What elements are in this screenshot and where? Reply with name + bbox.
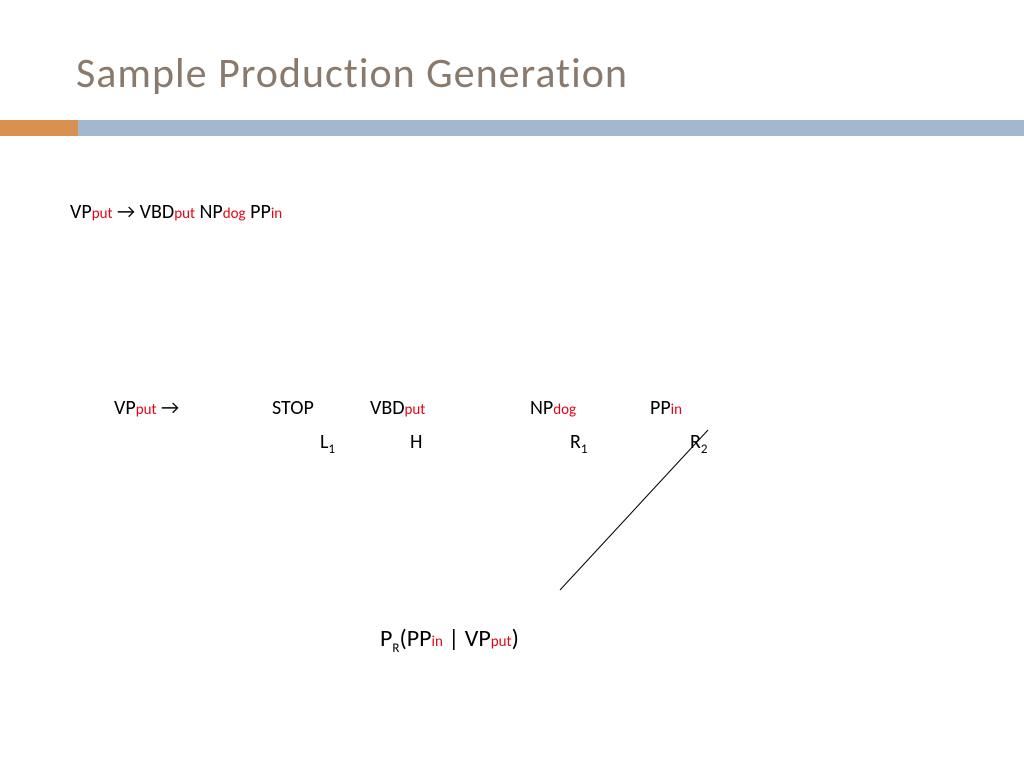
lab-sub: 1 xyxy=(328,442,335,457)
tag-vp: VP xyxy=(114,396,136,420)
accent-bar-blue xyxy=(78,120,1024,136)
accent-bar-orange xyxy=(0,120,78,136)
col-stop: STOP xyxy=(272,396,314,420)
ann: in xyxy=(671,401,682,419)
col-np: NPdog xyxy=(530,396,576,420)
ann-in: in xyxy=(271,205,282,223)
lab: R xyxy=(690,430,701,454)
ann-put: put xyxy=(92,205,113,223)
lab: R xyxy=(570,430,581,454)
col-pp: PPin xyxy=(650,396,682,420)
label-r2: R2 xyxy=(690,430,707,457)
tag-vp: VP xyxy=(70,200,92,224)
col-vbd: VBDput xyxy=(370,396,425,420)
p: P xyxy=(380,624,392,653)
tag-np: NP xyxy=(200,200,223,224)
tag-pp: PP xyxy=(407,624,432,653)
ann-put: put xyxy=(491,633,512,651)
label-r1: R1 xyxy=(570,430,587,457)
ann-in: in xyxy=(432,633,443,651)
lhs: VPput → xyxy=(114,396,179,420)
accent-bar xyxy=(0,120,1024,136)
tag: STOP xyxy=(272,396,314,420)
label-h: H xyxy=(410,430,422,457)
tag: NP xyxy=(530,396,553,420)
tag-pp: PP xyxy=(250,200,271,224)
arrow-icon: → xyxy=(117,200,135,224)
open-paren: ( xyxy=(399,624,406,653)
probability-formula: PR(PPin | VPput) xyxy=(380,624,519,656)
lab-sub: 2 xyxy=(701,442,708,457)
close-paren: ) xyxy=(512,624,519,653)
ann: dog xyxy=(553,401,576,419)
tag-vp: VP xyxy=(465,624,491,653)
ann-put: put xyxy=(174,205,195,223)
tag: PP xyxy=(650,396,671,420)
lab-sub: 1 xyxy=(581,442,588,457)
label-l1: L1 xyxy=(320,430,335,457)
production-rule-1: VPput → VBDput NPdog PPin xyxy=(70,200,282,224)
tag: VBD xyxy=(370,396,405,420)
ann-dog: dog xyxy=(223,205,246,223)
ann-put: put xyxy=(136,401,157,419)
slide-title: Sample Production Generation xyxy=(76,48,628,99)
ann: put xyxy=(405,401,426,419)
arrow-icon: → xyxy=(161,396,179,420)
bar: | xyxy=(443,624,465,653)
tag-vbd: VBD xyxy=(140,200,175,224)
lab: H xyxy=(410,430,422,454)
